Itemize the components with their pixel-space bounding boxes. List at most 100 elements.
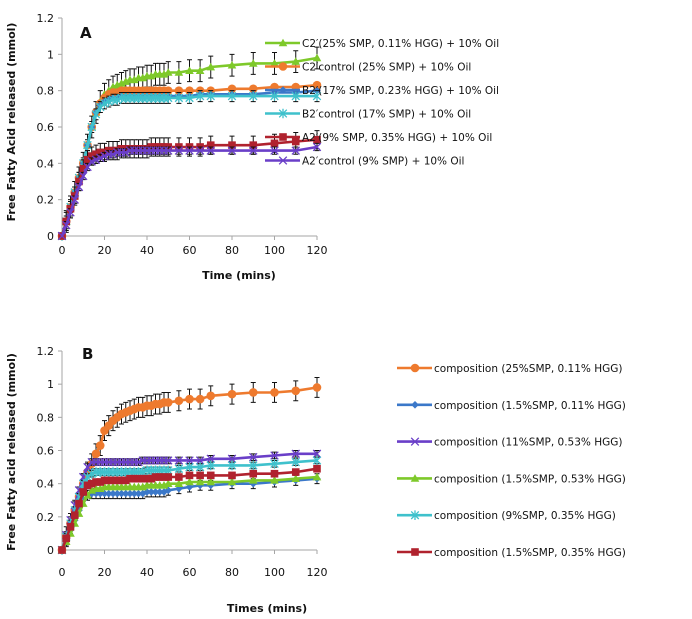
data-point bbox=[270, 458, 279, 469]
legend-item: A2′control (9% SMP) + 10% Oil bbox=[265, 156, 464, 168]
legend-item: B2′(17% SMP, 0.23% HGG) + 10% Oil bbox=[265, 85, 499, 97]
data-point bbox=[143, 474, 151, 483]
legend-label: composition (9%SMP, 0.35% HGG) bbox=[434, 510, 616, 522]
data-point bbox=[155, 473, 164, 481]
data-point bbox=[312, 472, 322, 481]
data-point bbox=[104, 96, 114, 107]
data-point bbox=[195, 456, 205, 465]
data-point bbox=[185, 394, 194, 404]
data-point bbox=[185, 146, 194, 155]
data-point bbox=[270, 388, 279, 397]
data-point bbox=[312, 383, 322, 392]
data-point bbox=[83, 481, 92, 490]
data-point bbox=[248, 146, 258, 155]
panel-b-plot bbox=[57, 377, 322, 555]
data-point bbox=[108, 149, 118, 159]
x-tick-label: 0 bbox=[59, 566, 66, 579]
data-point bbox=[151, 473, 160, 481]
data-point bbox=[112, 94, 122, 105]
data-point bbox=[270, 476, 279, 484]
data-point bbox=[75, 177, 83, 186]
y-tick-label: 1 bbox=[47, 378, 54, 391]
x-tick-label: 100 bbox=[264, 244, 285, 257]
series-4 bbox=[57, 472, 322, 554]
x-tick-label: 80 bbox=[225, 566, 239, 579]
legend-marker bbox=[279, 133, 287, 141]
data-point bbox=[206, 471, 215, 480]
data-point bbox=[174, 456, 184, 465]
data-point bbox=[270, 146, 279, 155]
data-point bbox=[96, 478, 105, 486]
data-point bbox=[249, 141, 258, 149]
data-point bbox=[206, 454, 216, 464]
y-tick-label: 1 bbox=[47, 48, 54, 61]
data-point bbox=[87, 152, 96, 160]
data-point bbox=[195, 146, 205, 155]
legend-label: composition (11%SMP, 0.53% HGG) bbox=[434, 437, 622, 449]
legend-item: composition (1.5%SMP, 0.11% HGG) bbox=[397, 400, 626, 412]
data-point bbox=[227, 477, 237, 486]
panel-a-label: A bbox=[80, 24, 92, 42]
data-point bbox=[270, 451, 279, 460]
data-point bbox=[249, 469, 258, 478]
data-point bbox=[83, 472, 92, 482]
legend-item: composition (1.5%SMP, 0.35% HGG) bbox=[397, 547, 626, 559]
panel-a-ylabel: Free Fatty Acid released (mmol) bbox=[5, 23, 18, 222]
legend-label: B2′control (17% SMP) + 10% Oil bbox=[302, 109, 471, 121]
y-tick-label: 1.2 bbox=[37, 345, 55, 358]
data-point bbox=[313, 464, 321, 473]
y-tick-label: 0.6 bbox=[37, 121, 55, 134]
data-point bbox=[66, 208, 75, 217]
x-tick-label: 60 bbox=[183, 566, 197, 579]
data-point bbox=[138, 474, 147, 483]
data-point bbox=[270, 469, 279, 478]
y-tick-label: 0 bbox=[47, 544, 54, 557]
data-point bbox=[91, 449, 101, 459]
data-point bbox=[104, 476, 113, 485]
legend-item: composition (25%SMP, 0.11% HGG) bbox=[397, 363, 622, 375]
data-point bbox=[163, 146, 173, 155]
data-point bbox=[147, 474, 156, 483]
data-point bbox=[248, 460, 258, 471]
data-point bbox=[163, 479, 173, 487]
y-tick-label: 1.2 bbox=[37, 12, 55, 25]
legend-label: composition (1.5%SMP, 0.53% HGG) bbox=[434, 473, 626, 485]
x-tick-label: 40 bbox=[140, 244, 154, 257]
data-point bbox=[291, 449, 301, 459]
data-point bbox=[270, 91, 279, 101]
data-point bbox=[248, 388, 258, 397]
data-point bbox=[117, 476, 126, 485]
data-point bbox=[74, 182, 84, 192]
data-point bbox=[87, 122, 97, 132]
legend-marker bbox=[411, 548, 419, 556]
data-point bbox=[174, 146, 184, 155]
data-point bbox=[130, 489, 139, 498]
data-point bbox=[206, 141, 215, 149]
data-point bbox=[312, 142, 322, 152]
data-point bbox=[83, 155, 92, 164]
data-point bbox=[185, 483, 194, 491]
data-point bbox=[113, 489, 122, 498]
x-tick-label: 20 bbox=[98, 244, 112, 257]
data-point bbox=[92, 478, 100, 486]
data-point bbox=[248, 476, 258, 484]
data-point bbox=[195, 91, 205, 101]
data-point bbox=[163, 93, 173, 103]
data-point bbox=[57, 231, 67, 241]
data-point bbox=[163, 398, 173, 407]
y-tick-label: 0.8 bbox=[37, 411, 55, 424]
legend-item: composition (1.5%SMP, 0.53% HGG) bbox=[397, 473, 626, 485]
data-point bbox=[130, 474, 139, 483]
x-tick-label: 60 bbox=[183, 244, 197, 257]
data-point bbox=[195, 462, 205, 472]
data-point bbox=[58, 546, 66, 554]
data-point bbox=[291, 457, 301, 467]
data-point bbox=[206, 62, 216, 71]
data-point bbox=[195, 394, 205, 404]
data-point bbox=[312, 91, 322, 101]
data-point bbox=[185, 462, 194, 472]
legend-marker bbox=[410, 474, 420, 482]
data-point bbox=[196, 481, 204, 490]
y-tick-label: 0.4 bbox=[37, 478, 55, 491]
